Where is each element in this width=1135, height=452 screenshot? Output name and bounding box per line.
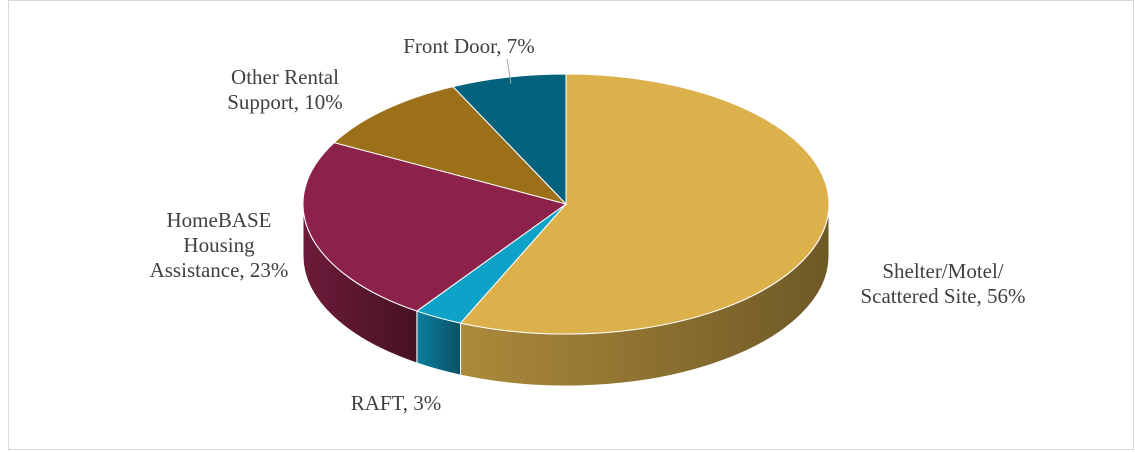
data-label-front-door: Front Door, 7% xyxy=(403,34,535,58)
data-label-raft: RAFT, 3% xyxy=(351,391,442,415)
leader-line-front-door xyxy=(506,58,512,84)
data-label-homebase-housing-assistance: HomeBASE Housing Assistance, 23% xyxy=(150,208,289,282)
chart-frame: Shelter/Motel/Scattered Site, 56% RAFT, 3… xyxy=(8,0,1134,450)
pie-slice-homebase-housing-assistance xyxy=(302,142,568,312)
pie-slice-front-door xyxy=(451,73,567,206)
pie-slice-shelter-motel-scattered-site xyxy=(459,73,830,335)
data-label-shelter-motel-scattered-site: Shelter/Motel/Scattered Site, 56% xyxy=(860,259,1025,308)
pie-chart: Shelter/Motel/Scattered Site, 56% RAFT, 3… xyxy=(150,34,1026,415)
pie-slice-other-rental-support xyxy=(333,86,568,205)
data-label-other-rental-support: Other Rental Support, 10% xyxy=(227,65,343,114)
